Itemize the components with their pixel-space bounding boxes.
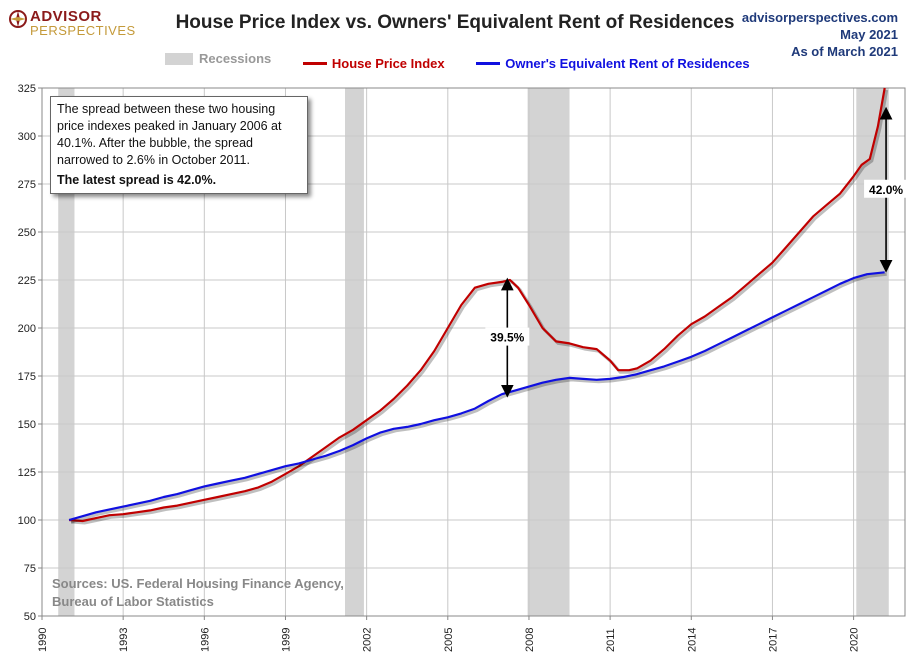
- x-tick-label: 1996: [199, 628, 211, 652]
- latest-spread-text: The latest spread is 42.0%.: [57, 173, 217, 187]
- sources-line-2: Bureau of Labor Statistics: [52, 594, 214, 609]
- sources-note: Sources: US. Federal Housing Finance Age…: [52, 575, 344, 611]
- oer-line: [68, 271, 885, 522]
- x-tick-label: 2008: [524, 628, 536, 652]
- as-of-date: As of March 2021: [791, 44, 898, 59]
- logo-text-perspectives: PERSPECTIVES: [30, 23, 136, 38]
- plot-frame: [41, 87, 906, 617]
- legend-label-hpi: House Price Index: [331, 55, 445, 71]
- y-tick-label: 75: [24, 563, 36, 575]
- source-info: advisorperspectives.com May 2021 As of M…: [742, 9, 898, 60]
- spread-note-text: The spread between these two housing pri…: [57, 102, 282, 167]
- axis-ticks: 50 75 100 125 150 175 200 225 250 275 300 325 1990 19…: [18, 83, 861, 652]
- x-tick-label: 2005: [443, 628, 455, 652]
- y-tick-label: 275: [18, 179, 36, 191]
- x-tick-label: 2002: [362, 628, 374, 652]
- spread-label-bg: [485, 327, 530, 346]
- y-tick-label: 200: [18, 323, 36, 335]
- legend-label-recessions: Recessions: [199, 51, 272, 66]
- oer-swatch: [476, 61, 501, 65]
- chart-title: House Price Index vs. Owners' Equivalent…: [175, 12, 735, 33]
- spread-label: 42.0%: [869, 183, 903, 197]
- legend-item-recessions: Recessions: [165, 51, 271, 66]
- recession-band: [527, 88, 570, 616]
- compass-icon: [9, 10, 27, 28]
- x-tick-label: 2014: [686, 628, 698, 652]
- y-tick-label: 250: [18, 227, 36, 239]
- recession-swatch: [165, 52, 193, 65]
- legend: Recessions House Price Index Owner's Equ…: [165, 51, 778, 71]
- x-tick-label: 2011: [605, 628, 617, 652]
- y-tick-label: 50: [24, 611, 36, 623]
- y-tick-label: 150: [18, 419, 36, 431]
- y-tick-label: 100: [18, 515, 36, 527]
- spread-annotations: 39.5% 42.0%: [485, 106, 909, 398]
- x-tick-label: 1999: [280, 628, 292, 652]
- x-tick-label: 2020: [849, 628, 861, 652]
- site-url: advisorperspectives.com: [741, 10, 898, 25]
- y-tick-label: 225: [18, 275, 36, 287]
- sources-line-1: Sources: US. Federal Housing Finance Age…: [52, 576, 344, 591]
- legend-item-oer: Owner's Equivalent Rent of Residences: [476, 55, 750, 71]
- recession-band: [344, 88, 364, 616]
- logo-text-advisor: ADVISOR: [30, 8, 102, 25]
- hpi-swatch: [302, 61, 327, 65]
- spread-label-bg: [864, 179, 909, 198]
- y-tick-label: 325: [18, 83, 36, 95]
- recession-band: [58, 88, 75, 616]
- legend-item-hpi: House Price Index: [302, 55, 445, 71]
- x-tick-label: 1990: [37, 628, 49, 652]
- y-tick-label: 175: [18, 371, 36, 383]
- publish-date: May 2021: [840, 27, 898, 42]
- spread-note-box: The spread between these two housing pri…: [50, 96, 308, 194]
- y-tick-label: 125: [18, 467, 36, 479]
- spread-label: 39.5%: [490, 331, 524, 345]
- y-tick-label: 300: [18, 131, 36, 143]
- legend-label-oer: Owner's Equivalent Rent of Residences: [505, 55, 750, 71]
- x-tick-label: 1993: [118, 628, 130, 652]
- x-tick-label: 2017: [767, 628, 779, 652]
- series-shadow: [70, 272, 887, 524]
- advisor-perspectives-logo: ADVISOR PERSPECTIVES: [8, 8, 135, 38]
